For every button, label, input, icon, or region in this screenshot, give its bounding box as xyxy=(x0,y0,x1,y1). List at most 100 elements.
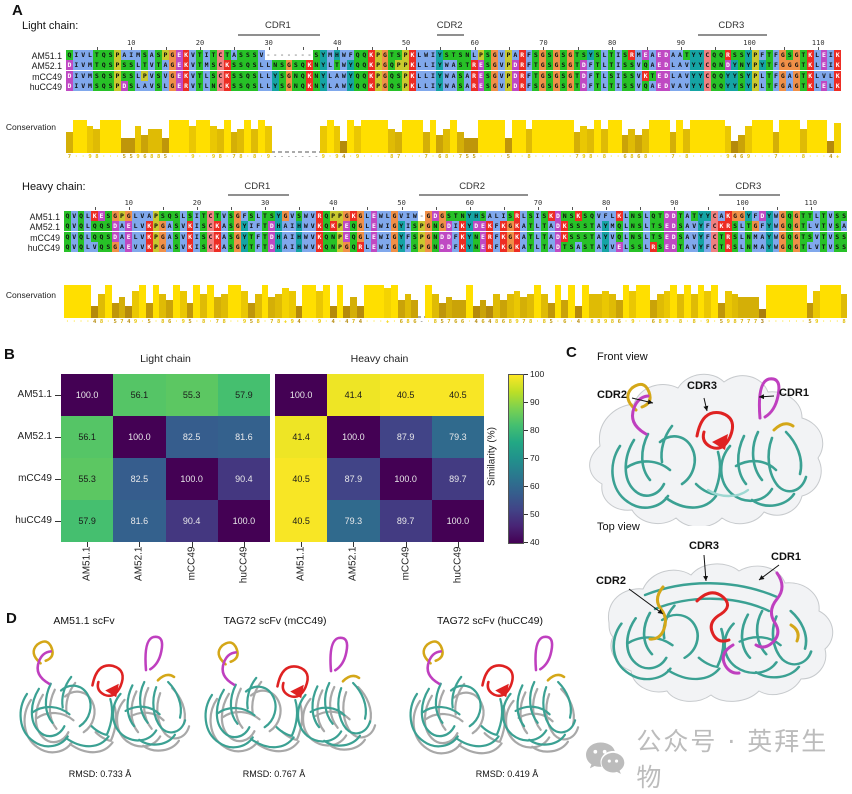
colorbar-tick xyxy=(524,486,528,487)
conservation-bar xyxy=(758,309,766,318)
residue-cell: Y xyxy=(602,241,609,252)
conservation-bar xyxy=(258,120,265,153)
residue-cell: V xyxy=(813,221,821,232)
residue-cell: L xyxy=(493,211,500,221)
front-view-title: Front view xyxy=(597,351,648,363)
conservation-bar xyxy=(580,126,588,153)
residue-cell: E xyxy=(477,80,485,91)
conservation-value: 8 xyxy=(218,154,222,160)
residue-cell: F xyxy=(493,231,500,242)
conservation-bar xyxy=(111,303,119,318)
residue-cell: S xyxy=(738,50,746,60)
conservation-bar xyxy=(333,126,341,153)
residue-cell: L xyxy=(534,231,541,242)
conservation-value: - xyxy=(287,154,291,160)
heatmap-cell: 100.0 xyxy=(61,374,114,416)
residue-cell: N xyxy=(472,231,480,242)
conservation-bar xyxy=(230,132,238,153)
conservation-bar xyxy=(587,129,595,153)
conservation-bar xyxy=(186,303,194,318)
residue-cell: P xyxy=(505,50,512,60)
conservation-value: · xyxy=(664,154,668,160)
residue-cell: P xyxy=(114,60,121,71)
ruler-tick xyxy=(268,47,270,50)
residue-cell: A xyxy=(758,241,766,252)
residue-cell: S xyxy=(173,221,180,232)
residue-cell: A xyxy=(118,221,126,232)
residue-cell: Y xyxy=(271,80,279,91)
residue-cell: K xyxy=(223,80,231,91)
residue-cell: S xyxy=(173,211,180,221)
conservation-bar xyxy=(241,291,248,318)
conservation-bar xyxy=(498,120,505,153)
conservation-bar xyxy=(621,135,629,153)
residue-cell: E xyxy=(477,60,485,71)
residue-cell: S xyxy=(532,80,540,91)
conservation-bar xyxy=(799,285,807,318)
conservation-bar xyxy=(282,288,289,318)
ruler-tick xyxy=(440,47,442,50)
residue-cell: M xyxy=(86,70,94,81)
residue-cell: Q xyxy=(77,211,85,221)
residue-cell: I xyxy=(404,211,412,221)
residue-cell: T xyxy=(196,80,204,91)
conservation-bar xyxy=(463,138,471,153)
conservation-bar xyxy=(827,141,835,153)
residue-cell: S xyxy=(833,221,841,232)
residue-cell: I xyxy=(384,231,391,242)
conservation-bar xyxy=(840,294,848,318)
conservation-bar xyxy=(827,285,834,318)
heavy-chain-title: Heavy chain: xyxy=(22,181,86,193)
residue-cell: S xyxy=(237,80,245,91)
conservation-bar xyxy=(500,300,507,318)
conservation-bar xyxy=(792,285,800,318)
conservation-bar xyxy=(207,285,214,318)
residue-cell: S xyxy=(540,211,548,221)
residue-cell: T xyxy=(532,60,540,71)
residue-cell: P xyxy=(418,231,426,242)
conservation-value: · xyxy=(794,319,798,325)
residue-cell: D xyxy=(268,231,276,242)
residue-cell: Q xyxy=(77,231,85,242)
residue-cell: S xyxy=(484,70,492,81)
conservation-bar xyxy=(724,126,732,153)
residue-cell: V xyxy=(683,60,691,71)
residue-cell: G xyxy=(159,231,167,242)
rmsd-1: RMSD: 0.733 Å xyxy=(68,769,132,779)
residue-cell: G xyxy=(793,50,800,60)
residue-cell: A xyxy=(786,80,794,91)
residue-cell: E xyxy=(175,70,183,81)
conservation-bar xyxy=(145,303,153,318)
residue-cell: I xyxy=(534,211,541,221)
residue-cell: E xyxy=(820,80,828,91)
conservation-value: 5 xyxy=(249,319,253,325)
residue-cell: P xyxy=(751,80,759,91)
residue-cell: S xyxy=(456,80,464,91)
residue-cell: I xyxy=(827,50,835,60)
conservation-bar xyxy=(431,294,439,318)
conservation-value: + xyxy=(836,154,840,160)
residue-cell: T xyxy=(677,211,684,221)
ruler-number: 90 xyxy=(676,39,686,47)
heatmap-col-label: huCC49 xyxy=(452,546,464,584)
residue-cell: S xyxy=(731,231,739,242)
residue-cell: Y xyxy=(690,70,698,81)
conservation-value: 9 xyxy=(290,319,294,325)
residue-cell: S xyxy=(127,70,135,81)
residue-cell: S xyxy=(278,80,286,91)
residue-cell: E xyxy=(370,241,378,252)
conservation-bar xyxy=(731,294,739,318)
residue-cell: - xyxy=(285,50,293,60)
residue-cell: E xyxy=(642,50,650,60)
conservation-value: 5 xyxy=(465,154,469,160)
residue-cell: M xyxy=(752,241,759,252)
residue-cell: D xyxy=(66,60,73,71)
residue-cell: S xyxy=(559,80,567,91)
residue-cell: H xyxy=(295,241,303,252)
structure-2-title: TAG72 scFv (mCC49) xyxy=(223,615,327,627)
residue-cell: K xyxy=(213,241,221,252)
conservation-value: · xyxy=(569,319,574,325)
conservation-bar xyxy=(316,291,323,318)
conservation-value: · xyxy=(177,154,181,160)
